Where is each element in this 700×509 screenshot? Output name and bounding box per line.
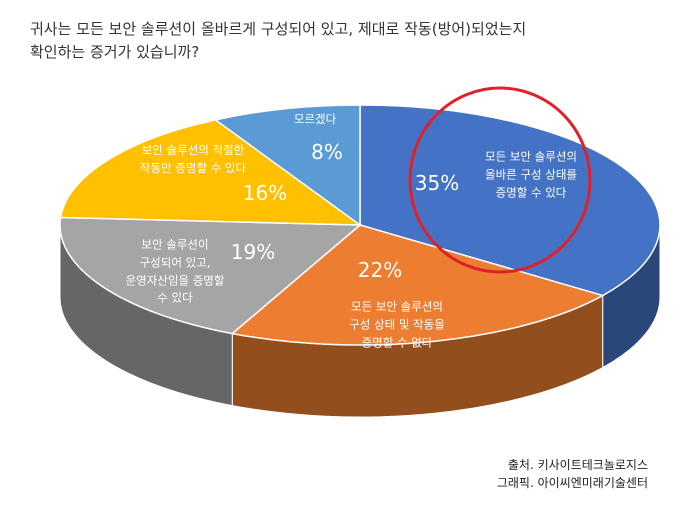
chart-title: 귀사는 모든 보안 솔루션이 올바르게 구성되어 있고, 제대로 작동(방어)되… <box>30 20 527 62</box>
value-label: 35% <box>414 171 460 195</box>
pie-slice <box>59 119 363 226</box>
slice-label: 모든 보안 솔루션의 올바른 구성 상태를 증명할 수 있다 <box>485 149 577 199</box>
value-label: 22% <box>357 258 403 282</box>
value-label: 19% <box>230 240 276 264</box>
value-label: 16% <box>242 181 288 205</box>
pie-slice <box>213 104 361 227</box>
pie-slice <box>59 216 362 335</box>
source: 그래픽. 아이씨엔미래기술센터 <box>496 476 648 490</box>
value-label: 8% <box>311 140 343 164</box>
slice-label: 모르겠다 <box>293 112 337 127</box>
slice-label: 보안 솔루션이 구성되어 있고, 운영자산임을 증명할 수 있다 <box>125 237 225 305</box>
slice-label: 보안 솔루션의 적절한 작동만 증명할 수 있다 <box>139 143 247 175</box>
highlight-circle <box>408 86 592 274</box>
slice-label: 모든 보안 솔루션의 구성 상태 및 작동을 증명할 수 없다 <box>349 299 445 349</box>
source: 출처. 키사이트테크놀로지스 <box>507 458 648 472</box>
